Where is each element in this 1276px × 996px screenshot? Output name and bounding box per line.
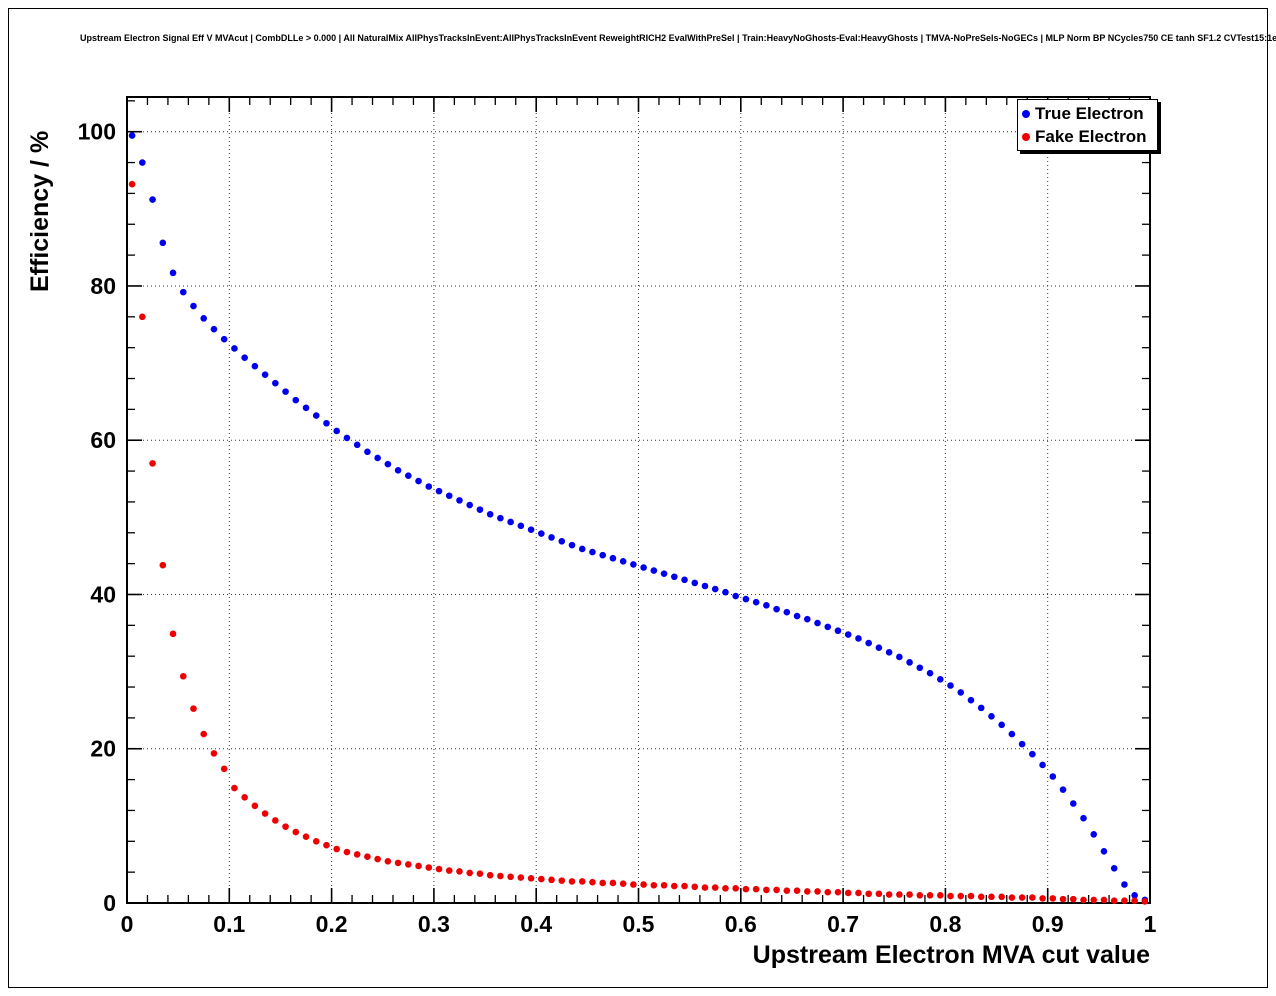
x-axis-title: Upstream Electron MVA cut value <box>752 941 1150 969</box>
svg-text:0.9: 0.9 <box>1032 911 1064 937</box>
svg-text:0: 0 <box>121 911 134 937</box>
legend-item-true-electron: True Electron <box>1018 102 1157 125</box>
true-electron-marker-icon <box>1022 109 1030 118</box>
y-axis-title: Efficiency / % <box>26 130 54 292</box>
svg-text:0.2: 0.2 <box>316 911 348 937</box>
svg-text:20: 20 <box>90 736 116 762</box>
plot-title: Upstream Electron Signal Eff V MVAcut | … <box>80 33 1276 43</box>
svg-text:1: 1 <box>1144 911 1157 937</box>
svg-text:0.4: 0.4 <box>520 911 552 937</box>
svg-text:0.7: 0.7 <box>827 911 859 937</box>
legend-label: Fake Electron <box>1035 127 1147 146</box>
legend-label: True Electron <box>1035 104 1144 123</box>
svg-text:40: 40 <box>90 581 116 607</box>
svg-text:0.6: 0.6 <box>725 911 757 937</box>
fake-electron-marker-icon <box>1022 132 1030 141</box>
legend: True Electron Fake Electron <box>1017 99 1158 151</box>
svg-text:0.5: 0.5 <box>623 911 655 937</box>
svg-text:0.1: 0.1 <box>213 911 245 937</box>
svg-text:0.3: 0.3 <box>418 911 450 937</box>
legend-item-fake-electron: Fake Electron <box>1018 125 1157 148</box>
svg-text:60: 60 <box>90 427 116 453</box>
svg-text:100: 100 <box>78 119 116 145</box>
svg-text:0.8: 0.8 <box>929 911 961 937</box>
svg-text:80: 80 <box>90 273 116 299</box>
svg-text:0: 0 <box>103 890 116 916</box>
